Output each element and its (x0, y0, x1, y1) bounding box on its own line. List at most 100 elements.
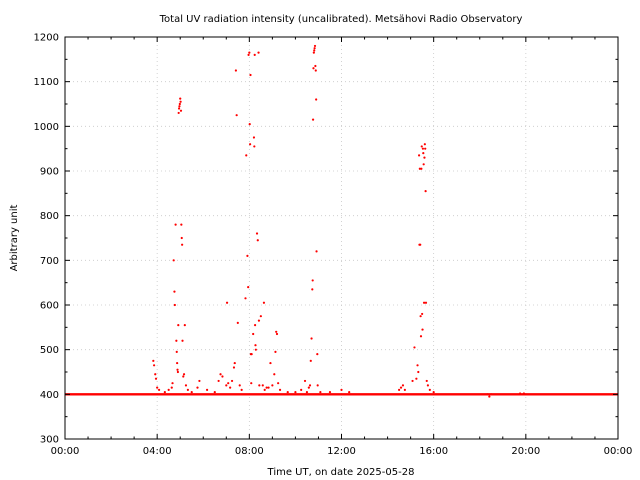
data-point (240, 388, 243, 391)
y-tick-label: 600 (40, 301, 59, 312)
data-point (423, 143, 426, 146)
grid-lines (65, 37, 618, 439)
y-tick-label: 900 (40, 167, 59, 178)
data-point (175, 350, 178, 353)
data-point (421, 147, 425, 150)
y-tick-label: 1000 (34, 122, 59, 133)
data-point (275, 332, 279, 336)
y-tick-label: 400 (40, 390, 59, 401)
data-point (184, 384, 188, 387)
data-point (253, 324, 257, 327)
data-point (256, 239, 259, 242)
y-tick-label: 1100 (34, 77, 59, 88)
data-point (235, 114, 238, 117)
data-point (238, 384, 241, 387)
data-point (247, 53, 250, 56)
data-point (274, 350, 277, 353)
data-point (175, 339, 178, 342)
data-point (154, 377, 158, 380)
data-point (348, 391, 351, 394)
data-point (257, 51, 260, 54)
data-point (205, 388, 209, 391)
data-point (255, 232, 259, 235)
data-point (229, 386, 232, 389)
data-point (170, 386, 173, 389)
data-point (311, 288, 314, 291)
data-point (286, 391, 289, 394)
data-point (181, 243, 184, 246)
data-point (401, 384, 405, 387)
data-point (267, 386, 270, 389)
data-point (173, 290, 176, 293)
data-point (316, 353, 319, 356)
data-point (250, 353, 253, 356)
data-point (398, 388, 401, 391)
data-point (419, 335, 423, 338)
data-point (418, 167, 421, 170)
data-point (403, 388, 406, 391)
data-point (230, 379, 234, 383)
data-point (258, 384, 261, 387)
data-point (316, 384, 319, 387)
data-point (328, 391, 332, 394)
data-point (319, 391, 322, 394)
data-point (247, 286, 250, 289)
data-point (253, 53, 256, 56)
data-point (182, 373, 186, 376)
data-point (313, 44, 317, 48)
data-point (253, 145, 256, 148)
data-point (421, 312, 424, 316)
data-point (522, 392, 526, 395)
data-point (314, 69, 317, 72)
y-tick-label: 500 (40, 345, 59, 356)
data-point (314, 64, 317, 68)
data-point (176, 368, 179, 371)
data-point (180, 223, 183, 226)
data-point (261, 384, 264, 387)
data-point (420, 167, 423, 170)
data-point (424, 190, 427, 193)
x-tick-label: 16:00 (419, 446, 448, 457)
data-points (152, 44, 526, 398)
data-point (217, 379, 220, 383)
data-point (518, 392, 522, 395)
data-point (413, 346, 416, 349)
y-tick-label: 1200 (34, 33, 59, 44)
data-point (257, 319, 261, 322)
data-point (154, 373, 157, 376)
data-point (171, 382, 174, 385)
data-point (182, 375, 185, 378)
data-point (411, 379, 414, 383)
data-point (315, 98, 318, 101)
data-point (275, 330, 278, 333)
data-point (244, 297, 247, 300)
y-tick-label: 300 (40, 435, 59, 446)
y-tick-label: 800 (40, 211, 59, 222)
data-point (262, 301, 266, 304)
data-point (315, 250, 318, 253)
data-point (249, 143, 252, 146)
data-point (181, 339, 184, 342)
data-point (312, 67, 315, 70)
data-point (152, 359, 155, 362)
data-point (173, 303, 176, 307)
x-tick-label: 12:00 (327, 446, 356, 457)
data-point (219, 373, 222, 376)
data-point (278, 388, 282, 391)
data-point (180, 236, 183, 240)
data-point (245, 154, 248, 157)
data-point (307, 386, 310, 389)
data-point (176, 361, 179, 365)
y-axis-title: Arbitrary unit (9, 205, 20, 272)
data-point (422, 163, 425, 166)
x-tick-label: 08:00 (235, 446, 264, 457)
data-point (213, 391, 216, 394)
data-point (422, 301, 426, 304)
data-point (313, 47, 316, 50)
data-point (174, 223, 177, 226)
data-point (249, 73, 252, 77)
x-tick-label: 00:00 (604, 446, 633, 457)
data-point (190, 391, 193, 394)
data-point (250, 382, 253, 385)
data-point (423, 156, 426, 159)
